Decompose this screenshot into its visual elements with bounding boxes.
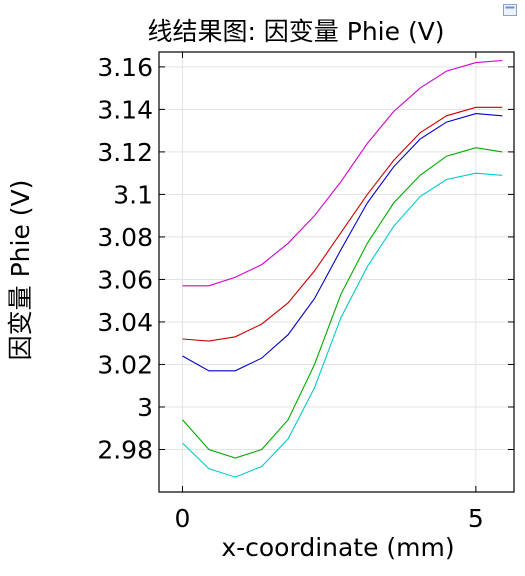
plot-area [159, 52, 514, 492]
y-tick-label: 3.1 [113, 180, 153, 209]
series-line-5 [182, 172, 503, 478]
y-tick-label: 3.14 [97, 95, 153, 124]
grid-layer [159, 52, 514, 492]
y-tick-label: 3.16 [97, 53, 153, 82]
chart-title: 线结果图: 因变量 Phie (V) [147, 17, 444, 46]
y-tick-label: 2.98 [97, 435, 153, 464]
y-tick-label: 3.12 [97, 138, 153, 167]
x-axis-label: x-coordinate (mm) [221, 533, 454, 562]
y-tick-label: 3.04 [97, 308, 153, 337]
series-line-4 [182, 147, 503, 459]
series-line-3 [182, 113, 503, 372]
series-layer [182, 59, 503, 478]
series-line-2 [182, 106, 503, 342]
export-icon[interactable] [503, 4, 517, 16]
plot-frame [158, 51, 515, 493]
series-line-1 [182, 59, 503, 287]
y-axis-label: 因变量 Phie (V) [6, 180, 35, 361]
y-tick-label: 3.02 [97, 350, 153, 379]
y-tick-label: 3.06 [97, 265, 153, 294]
axis-layer: 2.98 3 3.02 3.04 3.06 3.08 3.1 3.12 3.14 3.16 0 5 [97, 51, 515, 533]
y-tick-label: 3 [137, 393, 153, 422]
y-tick-label: 3.08 [97, 223, 153, 252]
x-tick-label: 5 [468, 504, 484, 533]
x-tick-label: 0 [175, 504, 191, 533]
